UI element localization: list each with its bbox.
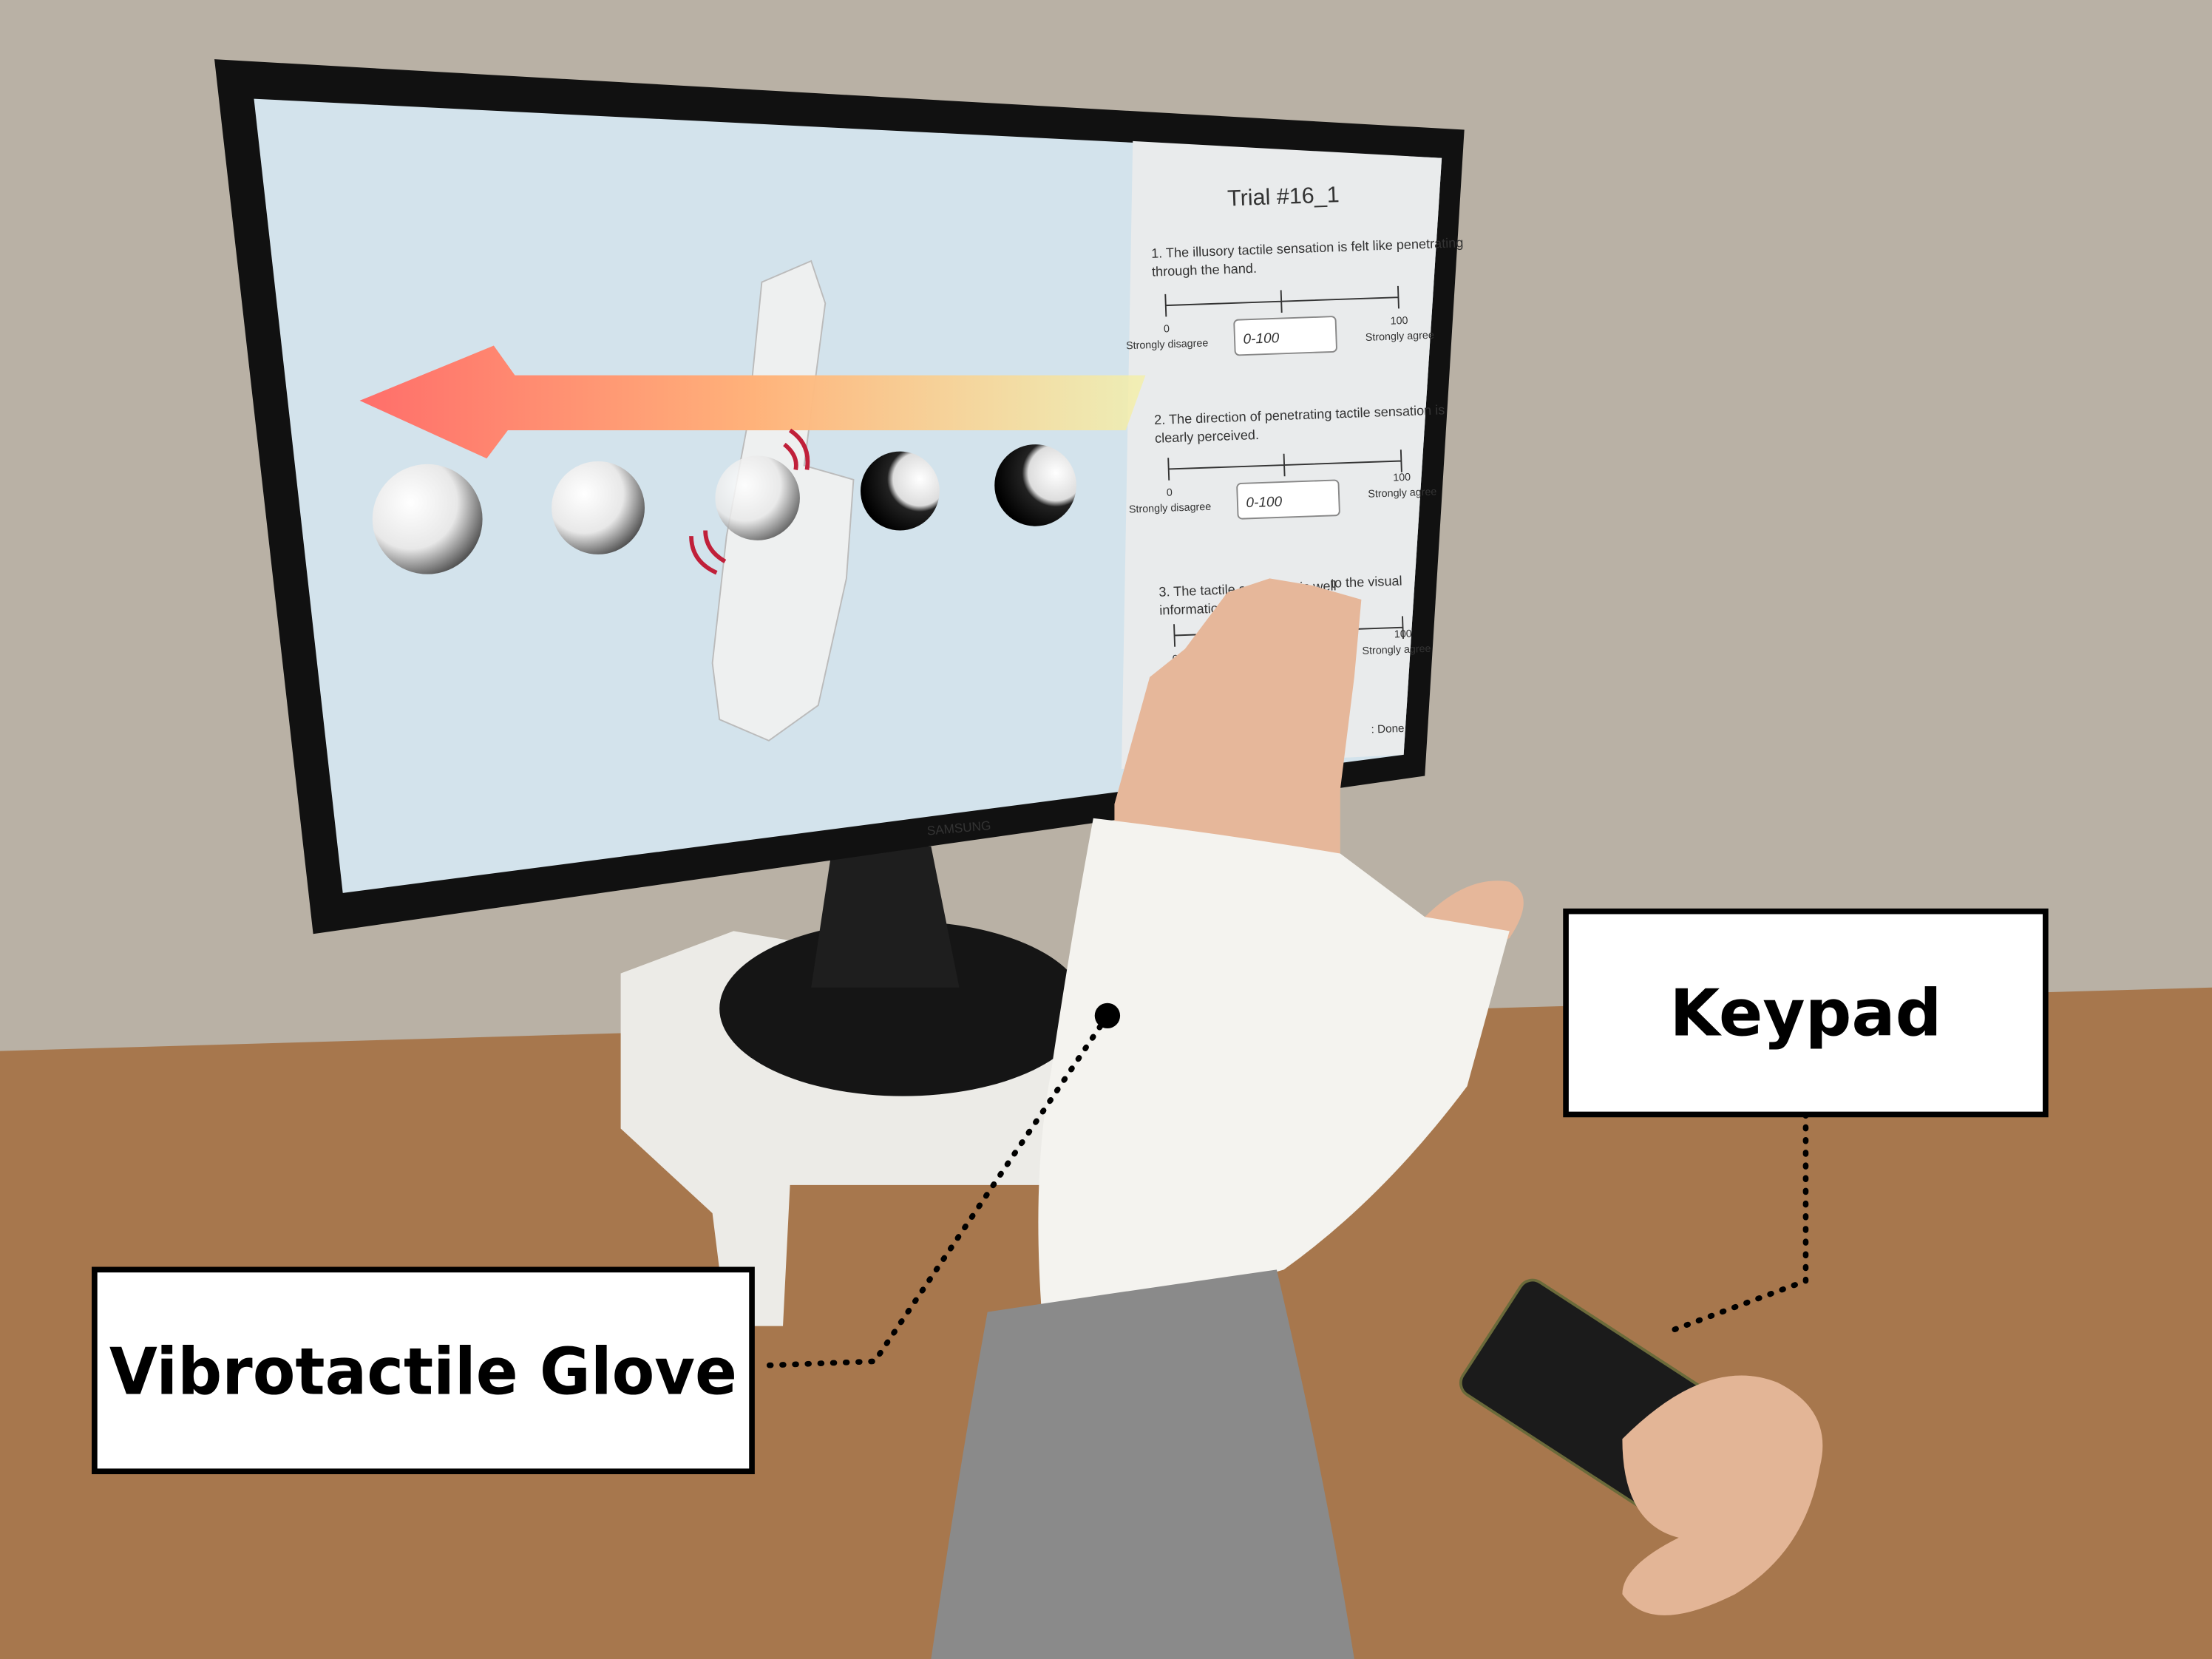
- sphere: [715, 455, 800, 540]
- monitor-neck: [811, 846, 960, 988]
- monitor-base: [719, 921, 1087, 1096]
- question-text: through the hand.: [1152, 261, 1258, 279]
- input-hint: 0-100: [1243, 330, 1280, 347]
- slider-scale: [1167, 449, 1402, 481]
- glove-label: Vibrotactile Glove: [109, 1334, 737, 1409]
- sphere: [994, 444, 1076, 526]
- direction-arrow: [359, 345, 1146, 459]
- question-text: to the visual: [1331, 573, 1402, 590]
- scale-high: Strongly agree: [1362, 643, 1431, 657]
- sphere: [372, 464, 483, 574]
- scale-min: 0: [1164, 323, 1170, 335]
- slider-scale: [1164, 285, 1400, 317]
- scale-low: Strongly disagree: [1126, 337, 1209, 352]
- hand: [1114, 578, 1362, 861]
- glove: [1038, 818, 1510, 1340]
- pointer-line: [759, 1013, 1110, 1368]
- scale-max: 100: [1393, 472, 1411, 484]
- scale-min: 0: [1167, 487, 1173, 499]
- pointer-line: [1661, 1111, 1809, 1337]
- scale-low: Strongly disagree: [1129, 501, 1212, 516]
- scale-high: Strongly agree: [1365, 330, 1435, 344]
- right-hand: [1622, 1375, 1823, 1615]
- scale-max: 100: [1394, 628, 1412, 641]
- sphere: [552, 461, 645, 554]
- scale-high: Strongly agree: [1368, 486, 1437, 501]
- label-box: [1563, 908, 2049, 1118]
- vibration-mark: [689, 428, 810, 575]
- keypad-label: Keypad: [1669, 976, 1941, 1051]
- question-text: clearly perceived.: [1155, 427, 1260, 446]
- done-hint: : Done: [1371, 722, 1405, 736]
- label-box: [92, 1266, 755, 1475]
- input-hint: 0-100: [1246, 494, 1283, 511]
- sphere: [860, 451, 940, 531]
- trial-title: Trial #16_1: [1227, 182, 1340, 211]
- sleeve: [931, 1269, 1354, 1659]
- input-box[interactable]: [1233, 316, 1337, 356]
- scale-max: 100: [1390, 315, 1408, 328]
- input-box[interactable]: [1236, 479, 1340, 520]
